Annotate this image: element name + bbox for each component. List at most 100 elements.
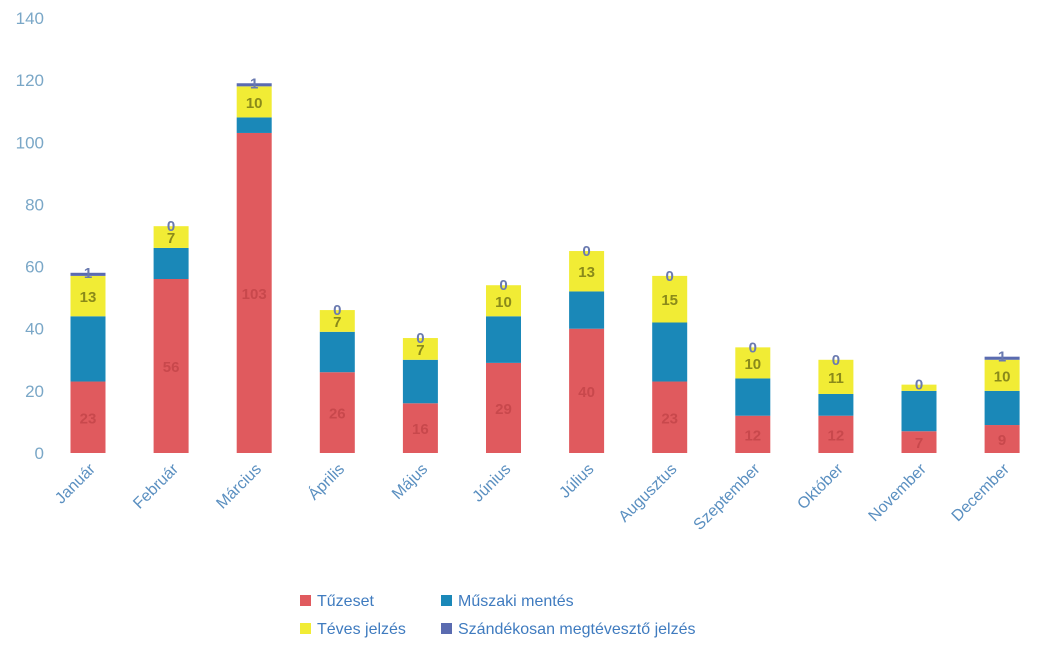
legend-label: Szándékosan megtévesztő jelzés [458, 621, 695, 638]
data-label: 10 [495, 294, 512, 311]
bars [70, 83, 1020, 453]
data-label: 12 [744, 427, 761, 444]
data-label: 0 [749, 339, 757, 356]
bar-segment-2 [70, 316, 106, 382]
data-label: 0 [416, 330, 424, 347]
bar-segment-3 [818, 359, 854, 394]
x-tick-label: Március [213, 461, 265, 513]
bar-segment-1 [735, 415, 771, 453]
y-tick-label: 60 [25, 258, 44, 277]
bar-segment-3 [402, 338, 438, 360]
x-axis: Január Február Március Április Május Június Jú… [52, 459, 1013, 533]
bar-segment-1 [569, 328, 605, 453]
data-label: 0 [832, 352, 840, 369]
data-label: 23 [80, 410, 97, 427]
data-label: 10 [744, 356, 761, 373]
bar-segment-3 [984, 359, 1020, 391]
legend-swatch [441, 623, 452, 634]
data-label: 7 [333, 314, 341, 331]
x-tick-label: Február [130, 460, 182, 512]
x-tick-label: Május [389, 461, 431, 503]
bar-segment-1 [652, 381, 688, 453]
y-tick-label: 40 [25, 320, 44, 339]
data-label: 40 [578, 384, 595, 401]
legend-swatch [300, 595, 311, 606]
bar-segment-2 [236, 117, 272, 133]
y-tick-label: 80 [25, 195, 44, 214]
bar-segment-1 [153, 279, 189, 453]
bar-segment-4 [984, 356, 1020, 360]
legend-label: Tűzeset [317, 593, 374, 610]
data-label: 11 [828, 370, 844, 387]
bar-segment-2 [153, 247, 189, 279]
data-label: 23 [661, 410, 678, 427]
data-label: 0 [167, 218, 175, 235]
data-label: 12 [828, 427, 845, 444]
bar-segment-2 [984, 390, 1020, 426]
x-tick-label: Október [794, 460, 847, 513]
bar-segment-3 [153, 226, 189, 248]
data-label: 0 [915, 377, 923, 394]
data-label: 1 [84, 265, 92, 282]
bar-segment-2 [402, 359, 438, 404]
data-label: 0 [666, 268, 674, 285]
bar-segment-3 [319, 310, 355, 332]
legend-swatch [441, 595, 452, 606]
bar-segment-3 [652, 275, 688, 323]
bar-segment-4 [236, 83, 272, 87]
bar-segment-3 [70, 275, 106, 317]
legend-label: Műszaki mentés [458, 593, 574, 610]
bar-segment-1 [486, 362, 521, 453]
y-axis: 0 20 40 60 80 100 120 140 [16, 9, 44, 463]
data-label: 0 [582, 243, 590, 260]
bar-segment-1 [818, 415, 854, 453]
data-label: 9 [998, 432, 1006, 449]
data-label: 56 [163, 359, 180, 376]
y-tick-label: 0 [35, 444, 44, 463]
data-label: 26 [329, 406, 346, 423]
legend-label: Téves jelzés [317, 621, 406, 638]
x-tick-label: Szeptember [691, 460, 764, 533]
bar-segment-1 [984, 425, 1020, 453]
bar-segment-3 [735, 347, 771, 379]
bar-segment-2 [901, 390, 937, 432]
data-label: 0 [333, 302, 341, 319]
bar-segment-2 [735, 378, 771, 416]
data-label: 29 [495, 401, 512, 418]
bar-segment-2 [319, 331, 355, 373]
data-label: 13 [578, 264, 595, 281]
data-labels: 2313156701031012670167029100401302315012… [80, 75, 1011, 452]
bar-segment-1 [236, 132, 272, 453]
y-tick-label: 20 [25, 382, 44, 401]
data-label: 13 [80, 289, 97, 306]
data-label: 1 [998, 349, 1006, 366]
bar-segment-3 [236, 86, 272, 118]
x-tick-label: Július [556, 461, 597, 502]
data-label: 15 [661, 292, 678, 309]
bar-segment-3 [569, 251, 605, 292]
y-tick-label: 140 [16, 9, 44, 28]
data-label: 16 [412, 421, 429, 438]
legend: Tűzeset Műszaki mentés Téves jelzés Szándék… [300, 593, 695, 638]
legend-swatch [300, 623, 311, 634]
bar-segment-3 [486, 285, 521, 317]
data-label: 10 [246, 95, 263, 112]
bar-segment-2 [569, 291, 605, 329]
data-label: 7 [915, 435, 923, 452]
x-tick-label: Április [304, 459, 348, 503]
bar-segment-2 [652, 322, 688, 382]
y-tick-label: 100 [16, 133, 44, 152]
data-label: 0 [499, 277, 507, 294]
data-label: 10 [994, 368, 1011, 385]
bar-segment-2 [818, 393, 854, 416]
bar-segment-2 [486, 316, 521, 363]
bar-segment-4 [70, 272, 106, 276]
data-label: 1 [250, 75, 258, 92]
y-tick-label: 120 [16, 71, 44, 90]
x-tick-label: Január [52, 460, 99, 507]
x-tick-label: Június [470, 461, 515, 506]
x-tick-label: Augusztus [616, 461, 681, 526]
data-label: 7 [167, 230, 175, 247]
bar-segment-3 [901, 384, 937, 391]
